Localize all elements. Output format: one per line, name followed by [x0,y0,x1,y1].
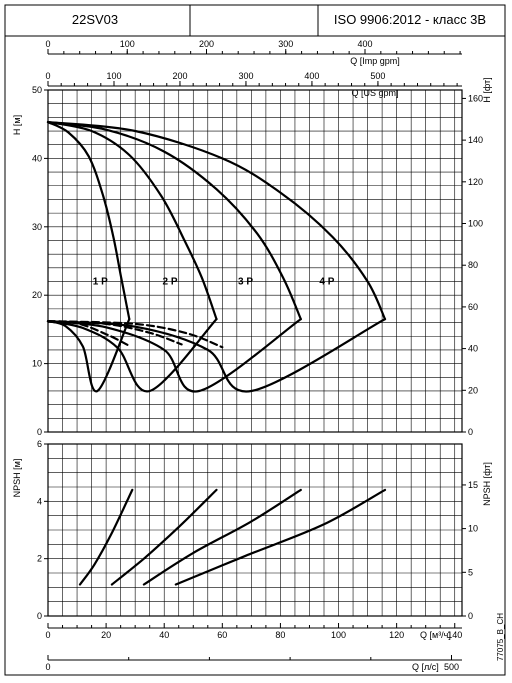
top-axis-tick-label: 0 [45,71,50,81]
top-axis-tick-label: 100 [106,71,121,81]
bottom-axis-tick-label: 120 [389,630,404,640]
npsh-left-tick-label: 0 [37,611,42,621]
outer-border [4,4,506,676]
h-curve-label-3: 3 P [238,277,253,288]
h-right-tick-label: 160 [468,93,483,103]
h-right-tick-label: 20 [468,385,478,395]
h-left-tick-label: 20 [32,290,42,300]
top-axis-label: Q [Imp gpm] [350,56,400,66]
curves: 1 P 2 P 3 P 4 P [46,121,387,586]
bottom-axis-label: Q [л/с] [412,662,439,672]
h-right-tick-label: 140 [468,135,483,145]
h-right-tick-label: 0 [468,427,473,437]
h-plot-box [47,89,463,433]
h-right-tick-label: 100 [468,219,483,229]
top-axis-tick-label: 200 [172,71,187,81]
bottom-axis-tick-label: 20 [101,630,111,640]
bottom-axis-tick-label: 100 [331,630,346,640]
top-axis-tick-label: 400 [304,71,319,81]
npsh-curve-1 [78,488,134,586]
npsh-right-tick-label: 5 [468,567,473,577]
h-curve-2 [46,121,218,321]
h-dashed-curve-3 [46,320,224,349]
top-axis-tick-label: 300 [278,39,293,49]
top-axis-tick-label: 400 [357,39,372,49]
h-right-tick-label: 60 [468,302,478,312]
bottom-axis-tick-label: 40 [159,630,169,640]
npsh-right-tick-label: 0 [468,611,473,621]
bottom-axis-tick-label: 0 [45,630,50,640]
h-left-tick-label: 10 [32,359,42,369]
h-right-axis-title: H [фт] [482,77,492,102]
npsh-left-tick-label: 4 [37,496,42,506]
npsh-curve-2 [110,488,218,586]
h-curve-3 [46,121,302,321]
top-axis-tick-label: 200 [199,39,214,49]
h-lower-curve-2 [46,318,218,393]
bottom-axis-label: Q [м³/ч] [420,630,451,640]
top-axis-tick-label: 0 [45,39,50,49]
h-curve-label-4: 4 P [319,277,334,288]
h-lower-curve-3 [46,318,302,393]
bottom-axis-tick-label: 500 [444,662,459,672]
npsh-right-axis-title: NPSH [фт] [482,462,492,506]
side-code: 77075_B_CH [496,613,505,661]
npsh-curve-4 [174,488,387,586]
npsh-right-tick-label: 15 [468,480,478,490]
h-curve-1 [46,121,131,321]
top-axis-tick-label: 500 [370,71,385,81]
bottom-axis-tick-label: 80 [275,630,285,640]
bottom-axis-tick-label: 0 [45,662,50,672]
h-curve-4 [46,121,387,321]
h-left-tick-label: 0 [37,427,42,437]
h-left-axis-title: H [м] [12,115,22,135]
h-right-tick-label: 40 [468,344,478,354]
h-left-tick-label: 50 [32,85,42,95]
h-curve-label-1: 1 P [93,277,108,288]
h-right-tick-label: 120 [468,177,483,187]
top-axis-label: Q [US gpm] [351,88,398,98]
npsh-curve-3 [142,488,302,586]
h-right-tick-label: 80 [468,260,478,270]
npsh-left-tick-label: 2 [37,554,42,564]
npsh-right-tick-label: 10 [468,524,478,534]
h-left-tick-label: 30 [32,222,42,232]
npsh-left-axis-title: NPSH [м] [12,459,22,498]
top-axis-tick-label: 100 [120,39,135,49]
h-curve-label-2: 2 P [163,277,178,288]
top-axis-tick-label: 300 [238,71,253,81]
standard-title: ISO 9906:2012 - класс 3B [334,12,486,27]
npsh-left-tick-label: 6 [37,439,42,449]
bottom-axis-tick-label: 60 [217,630,227,640]
model-title: 22SV03 [72,12,118,27]
bottom-axis-tick-label: 140 [447,630,462,640]
h-left-tick-label: 40 [32,153,42,163]
